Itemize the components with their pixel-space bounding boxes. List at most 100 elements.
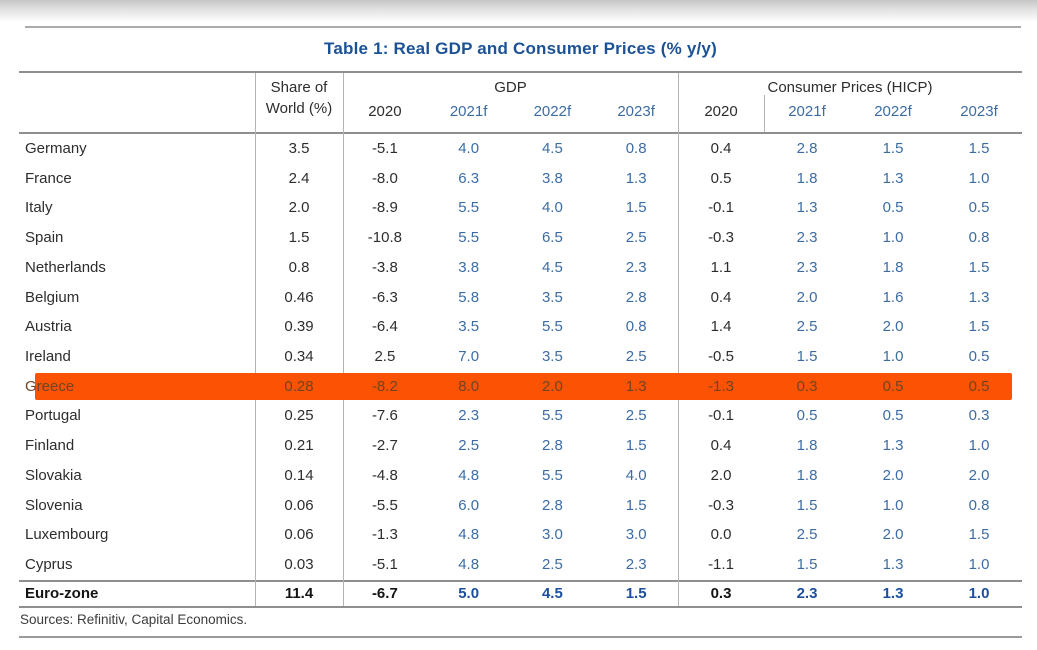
cp-2020-cell: 0.4 <box>710 140 732 157</box>
cp-2021f-cell: 1.8 <box>796 437 818 455</box>
gdp-2021f-cell: 2.5 <box>458 437 480 455</box>
table-row: Slovenia 0.06 -5.5 6.0 2.8 1.5 -0.3 1.5 … <box>19 491 1022 521</box>
gdp-2020-cell: 2.5 <box>374 348 396 366</box>
cp-2023f-cell: 1.0 <box>968 169 990 187</box>
country-cell: Austria <box>25 318 72 336</box>
sources-note: Sources: Refinitiv, Capital Economics. <box>20 612 248 627</box>
cp-2022f-cell: 1.5 <box>882 140 904 157</box>
consumer-prices-group-header: Consumer Prices (HICP) <box>767 79 933 96</box>
share-of-world-cell: 0.06 <box>284 526 314 544</box>
gdp-2023f-cell: 0.8 <box>625 318 647 336</box>
gdp-2023f-cell: 2.5 <box>625 229 647 247</box>
cp-2022f-cell: 2.0 <box>882 526 904 544</box>
cp-2020-cell: 1.4 <box>710 318 732 336</box>
gdp-2023f-cell: 1.3 <box>625 377 647 395</box>
table-row: Finland 0.21 -2.7 2.5 2.8 1.5 0.4 1.8 1.… <box>19 431 1022 461</box>
divider-country-share <box>255 73 256 606</box>
table-row: Portugal 0.25 -7.6 2.3 5.5 2.5 -0.1 0.5 … <box>19 401 1022 431</box>
cp-2022f-cell: 1.8 <box>882 258 904 276</box>
gdp-year-2021f: 2021f <box>449 103 488 120</box>
gdp-year-2023f: 2023f <box>617 103 655 120</box>
table-row: Austria 0.39 -6.4 3.5 5.5 0.8 1.4 2.5 2.… <box>19 312 1022 342</box>
gdp-2021f-cell: 5.5 <box>458 229 480 247</box>
gdp-2021f-cell: 4.8 <box>458 526 480 544</box>
gdp-2020-cell: -5.5 <box>371 496 398 514</box>
cp-2022f-cell: 1.6 <box>882 288 904 306</box>
share-of-world-cell: 3.5 <box>288 140 310 157</box>
gdp-2020-cell: -5.1 <box>371 140 398 157</box>
table-total-row: Euro-zone 11.4 -6.7 5.0 4.5 1.5 0.3 2.3 … <box>19 582 1022 606</box>
share-of-world-cell: 0.03 <box>284 556 314 574</box>
cp-2022f-cell: 0.5 <box>882 199 904 217</box>
gdp-year-2020: 2020 <box>368 103 402 120</box>
gdp-2020-cell: -3.8 <box>371 258 398 276</box>
gdp-2022f-cell: 2.8 <box>541 496 563 514</box>
cp-2020-cell: 0.4 <box>710 437 732 455</box>
cp-2021f-cell: 0.3 <box>796 377 818 395</box>
gdp-2020-cell: -5.1 <box>371 556 398 574</box>
cp-2023f-cell: 0.5 <box>968 377 990 395</box>
table-row: Spain 1.5 -10.8 5.5 6.5 2.5 -0.3 2.3 1.0… <box>19 223 1022 253</box>
cp-2023f-cell: 0.8 <box>968 496 990 514</box>
table-row: Italy 2.0 -8.9 5.5 4.0 1.5 -0.1 1.3 0.5 … <box>19 193 1022 223</box>
country-cell: Germany <box>25 140 87 157</box>
gdp-2023f-cell: 2.5 <box>625 348 647 366</box>
cp-2020-cell: -0.3 <box>708 496 734 514</box>
cp-2022f-cell: 1.3 <box>882 556 904 574</box>
gdp-2022f-cell: 2.0 <box>541 377 563 395</box>
page-bottom-rule <box>19 636 1022 638</box>
divider-gdp-cp <box>678 73 679 606</box>
table-total: Euro-zone 11.4 -6.7 5.0 4.5 1.5 0.3 2.3 … <box>19 582 1022 606</box>
gdp-2021f-cell: 7.0 <box>458 348 480 366</box>
country-cell: Finland <box>25 437 75 455</box>
cp-2020-cell: -0.1 <box>708 199 734 217</box>
cp-2020-cell: -1.3 <box>708 377 734 395</box>
gdp-2022f-cell: 3.8 <box>541 169 563 187</box>
table-row: Luxembourg 0.06 -1.3 4.8 3.0 3.0 0.0 2.5… <box>19 520 1022 550</box>
gdp-2021f-cell: 4.0 <box>458 140 480 157</box>
share-of-world-cell: 0.46 <box>284 288 314 306</box>
cp-2021f-cell: 0.5 <box>796 407 818 425</box>
gdp-2023f-cell: 2.5 <box>625 407 647 425</box>
country-cell: Portugal <box>25 407 81 425</box>
cp-2023f-cell: 1.5 <box>968 318 990 336</box>
country-cell: Luxembourg <box>25 526 109 544</box>
gdp-2021f-cell: 6.0 <box>458 496 480 514</box>
cp-2020-cell: -1.1 <box>708 556 734 574</box>
divider-cp-2020-2021 <box>764 95 765 132</box>
country-cell: Greece <box>25 377 75 395</box>
cp-2021f-cell: 1.8 <box>796 466 818 484</box>
gdp-2022f-cell: 3.5 <box>541 288 563 306</box>
cp-2023f-cell: 1.5 <box>968 258 990 276</box>
gdp-2023f-cell: 2.3 <box>625 556 647 574</box>
gdp-2021f-cell: 5.8 <box>458 288 480 306</box>
cp-2021f-cell: 2.0 <box>796 288 818 306</box>
share-of-world-cell: 2.0 <box>288 199 310 217</box>
table-row: France 2.4 -8.0 6.3 3.8 1.3 0.5 1.8 1.3 … <box>19 164 1022 194</box>
gdp-group-header: GDP <box>494 79 527 96</box>
gdp-2020-cell: -7.6 <box>371 407 398 425</box>
cp-2023f-cell: 0.8 <box>968 229 990 247</box>
table-row: Greece 0.28 -8.2 8.0 2.0 1.3 -1.3 0.3 0.… <box>19 372 1022 402</box>
cp-2022f-cell: 1.3 <box>882 169 904 187</box>
gdp-2020-cell: -10.8 <box>367 229 402 247</box>
country-cell: Belgium <box>25 288 80 306</box>
cp-2022f-cell: 1.0 <box>882 496 904 514</box>
gdp-2023f-cell: 0.8 <box>625 140 647 157</box>
cp-2020-cell: 2.0 <box>710 466 732 484</box>
cp-year-2020: 2020 <box>704 103 738 120</box>
cp-2023f-cell: 1.5 <box>968 140 990 157</box>
cp-2022f-cell: 0.5 <box>882 407 904 425</box>
cp-2022f-cell: 1.3 <box>882 437 904 455</box>
cp-2022f-cell: 1.0 <box>882 229 904 247</box>
table-row: Germany 3.5 -5.1 4.0 4.5 0.8 0.4 2.8 1.5… <box>19 134 1022 164</box>
gdp-2023f-cell: 1.5 <box>625 496 647 514</box>
gdp-2023f-cell: 2.8 <box>625 288 647 306</box>
cp-2020-cell: 1.1 <box>710 258 732 276</box>
cp-2021f-cell: 2.3 <box>796 229 818 247</box>
cp-2021f-cell: 2.8 <box>796 140 818 157</box>
header-bottom-rule <box>19 132 1022 134</box>
gdp-2020-cell: -2.7 <box>371 437 398 455</box>
gdp-year-2022f: 2022f <box>533 103 572 120</box>
